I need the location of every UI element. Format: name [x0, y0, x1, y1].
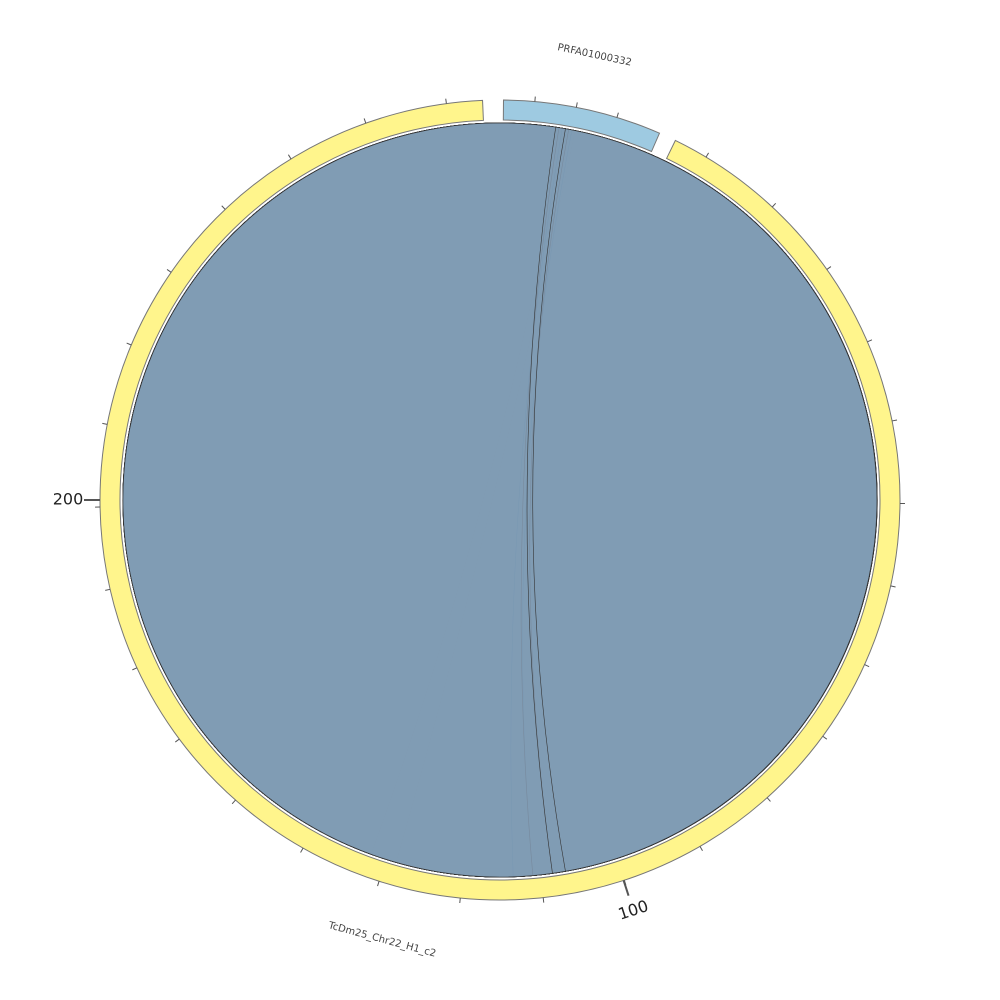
minor-tick-14: [377, 881, 380, 887]
tick-marks: [84, 96, 905, 904]
chromosome-segments: [99, 99, 901, 901]
minor-tick-19: [105, 588, 111, 591]
segment-1: [99, 99, 901, 901]
major-tick-0: [622, 880, 630, 896]
minor-tick-10: [699, 846, 703, 851]
minor-tick-26: [363, 118, 367, 124]
minor-tick-3: [867, 339, 873, 343]
link-ribbon-36: [122, 122, 878, 878]
minor-tick-27: [445, 98, 447, 104]
segment-label-prfa01000332: PRFA01000332: [556, 42, 632, 68]
minor-tick-1: [771, 202, 777, 208]
minor-tick-17: [174, 738, 180, 743]
link-ribbons: [122, 122, 878, 878]
minor-tick-24: [221, 205, 226, 210]
minor-tick-8: [822, 735, 828, 740]
minor-tick-23: [166, 269, 172, 273]
minor-tick-18: [132, 667, 138, 671]
minor-tick-25: [287, 154, 292, 160]
minor-tick-4: [892, 419, 898, 422]
minor-tick-0: [705, 152, 710, 158]
minor-tick-30: [616, 112, 619, 118]
minor-tick-9: [766, 797, 771, 802]
segment-label-tcdm25-chr22: TcDm25_Chr22_H1_c2: [326, 920, 437, 960]
minor-tick-2: [826, 266, 832, 270]
segment-0: [502, 99, 661, 153]
minor-tick-29: [575, 102, 578, 108]
minor-tick-16: [231, 799, 236, 805]
minor-tick-15: [300, 847, 304, 853]
tick-label-100: 100: [616, 896, 651, 924]
minor-tick-7: [864, 664, 870, 668]
minor-tick-22: [126, 342, 132, 346]
tick-label-200: 200: [53, 490, 84, 509]
minor-tick-12: [542, 897, 545, 903]
minor-tick-6: [890, 585, 896, 588]
minor-tick-21: [102, 422, 108, 425]
